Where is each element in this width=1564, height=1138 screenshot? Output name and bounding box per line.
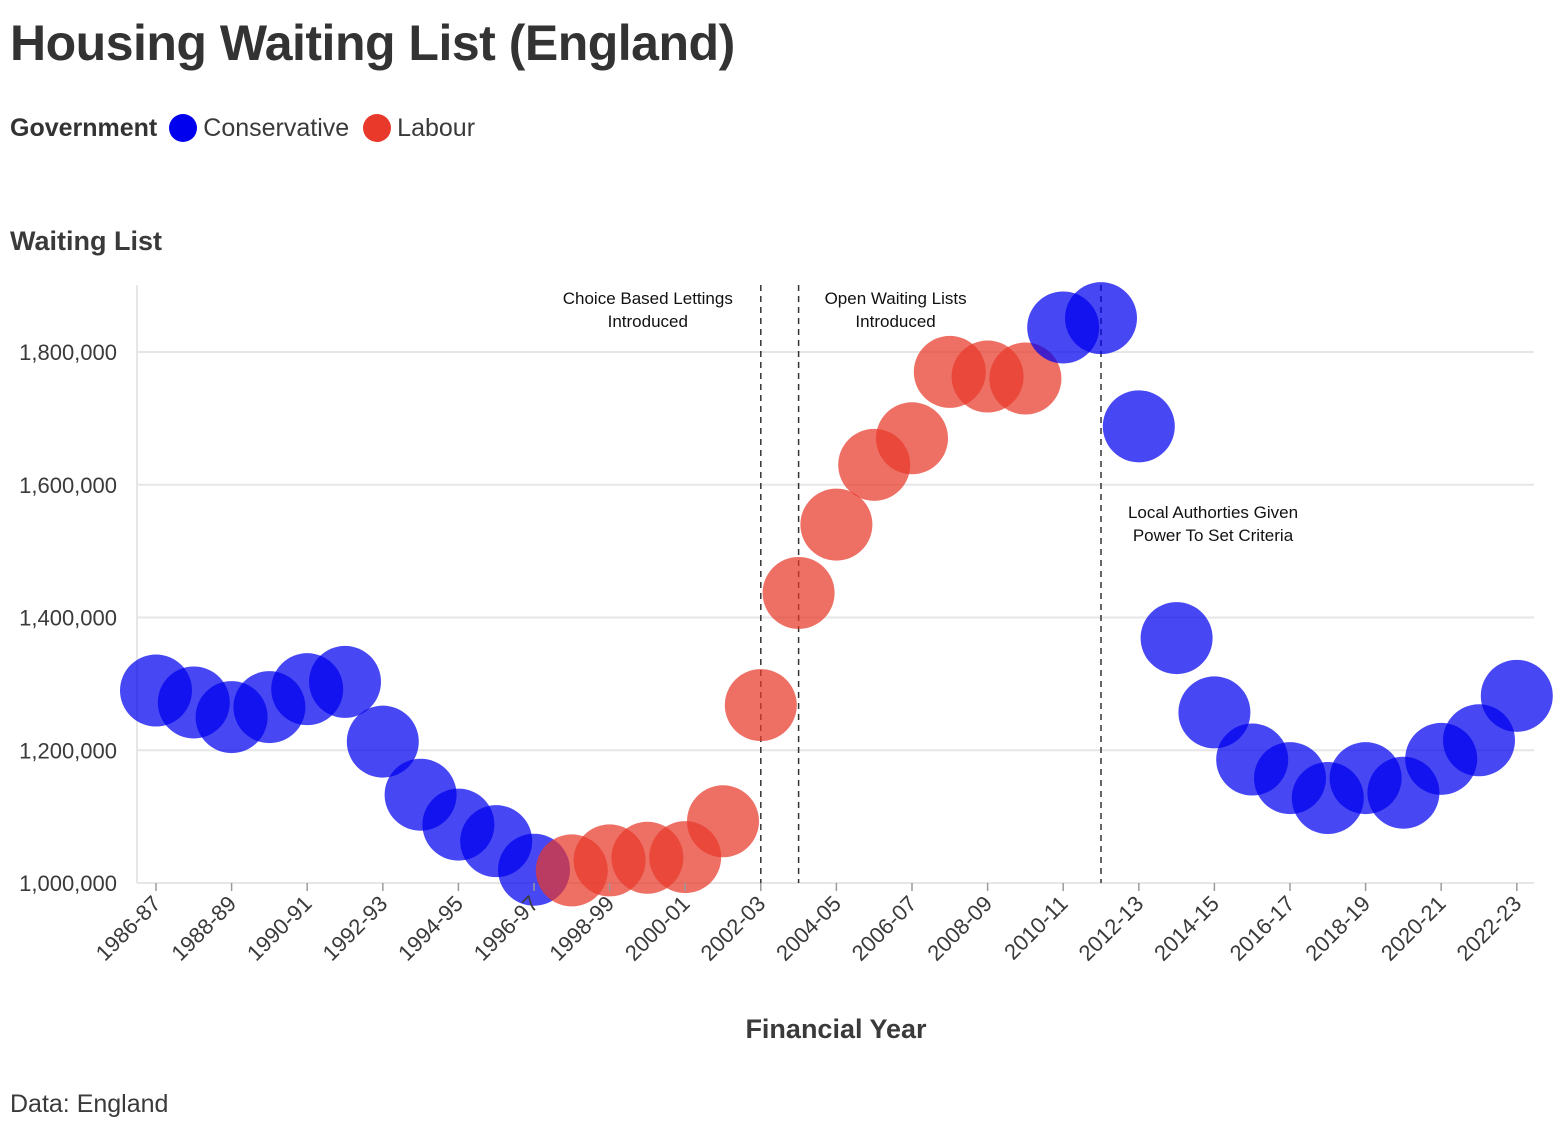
y-tick-label: 1,800,000 (19, 340, 117, 365)
data-point (309, 645, 381, 718)
y-tick-label: 1,200,000 (19, 738, 117, 763)
x-tick-label: 2002-03 (696, 891, 771, 966)
data-point (1102, 390, 1175, 463)
x-tick-label: 2000-01 (620, 891, 695, 966)
y-tick-labels: 1,000,000 1,200,000 1,400,000 1,600,000 1,80… (19, 340, 117, 896)
legend-item-labour[interactable]: Labour (363, 114, 475, 143)
x-tick-label: 1990-91 (242, 891, 317, 966)
y-tick-label: 1,000,000 (19, 871, 117, 896)
y-axis-title: Waiting List (10, 226, 162, 256)
data-point (1065, 282, 1137, 355)
x-tick-label: 1994-95 (393, 891, 468, 966)
legend: Government Conservative Labour (10, 112, 489, 144)
x-axis-title: Financial Year (745, 1014, 927, 1044)
x-tick-label: 1992-93 (318, 891, 393, 966)
data-point (876, 402, 948, 475)
data-point (800, 488, 873, 561)
data-point (346, 705, 419, 778)
annotation-text: Choice Based Lettings (563, 289, 733, 308)
x-tick-label: 1988-89 (166, 891, 241, 966)
source-note: Data: England (10, 1090, 169, 1118)
legend-title: Government (10, 113, 158, 142)
data-point (1140, 602, 1213, 675)
legend-item-conservative[interactable]: Conservative (169, 114, 349, 143)
x-tick-label: 2006-07 (847, 891, 922, 966)
axes (136, 285, 1534, 884)
x-tick-label: 1996-97 (469, 891, 544, 966)
x-tick-labels: 1986-87 1988-89 1990-91 1992-93 1994-95 1996-… (91, 883, 1527, 966)
x-tick-label: 2008-09 (922, 891, 997, 966)
data-point (687, 785, 759, 858)
annotation-text: Local Authorties Given (1128, 503, 1298, 522)
x-tick-label: 1986-87 (91, 891, 166, 966)
data-point (1480, 659, 1553, 732)
annotation-text: Open Waiting Lists (825, 289, 967, 308)
y-tick-label: 1,400,000 (19, 606, 117, 631)
data-points (120, 282, 1553, 907)
legend-swatch-conservative (169, 114, 198, 142)
x-tick-label: 2020-21 (1376, 891, 1451, 966)
x-tick-label: 2010-11 (999, 891, 1073, 965)
data-point (989, 342, 1062, 415)
annotations: Choice Based Lettings Introduced Open Wait… (563, 289, 1298, 545)
chart-title: Housing Waiting List (England) (10, 15, 735, 71)
legend-label-labour: Labour (397, 113, 476, 142)
x-tick-label: 2014-15 (1149, 891, 1224, 966)
data-point (724, 669, 797, 742)
y-tick-label: 1,600,000 (19, 473, 117, 498)
legend-swatch-labour (363, 114, 392, 142)
x-tick-label: 2012-13 (1074, 891, 1149, 966)
data-point (762, 556, 835, 629)
x-tick-label: 2018-19 (1300, 891, 1375, 966)
x-tick-label: 2022-23 (1452, 891, 1527, 966)
annotation-text: Introduced (608, 312, 688, 331)
annotation-text: Introduced (855, 312, 935, 331)
x-tick-label: 2016-17 (1225, 891, 1300, 966)
x-tick-label: 2004-05 (771, 891, 846, 966)
legend-label-conservative: Conservative (203, 113, 350, 142)
annotation-text: Power To Set Criteria (1133, 526, 1294, 545)
